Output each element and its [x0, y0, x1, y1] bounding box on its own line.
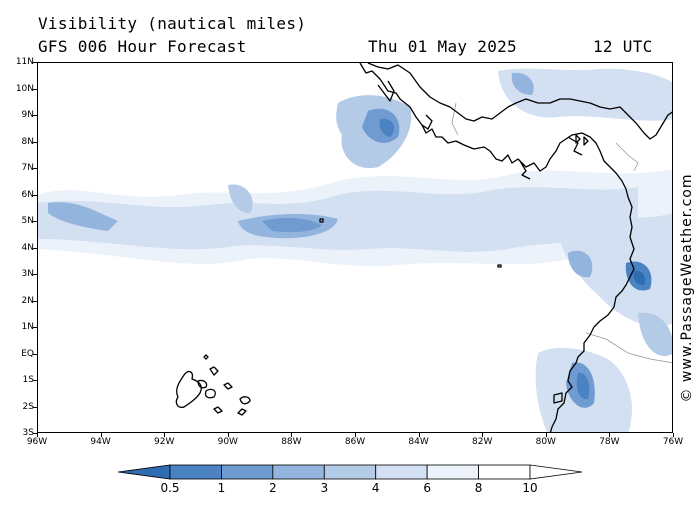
longitude-tick	[228, 433, 229, 437]
vis-band-mid	[38, 187, 638, 252]
latitude-label: 3S	[22, 428, 34, 438]
latitude-label: 9N	[21, 110, 34, 120]
colorbar-label: 1	[217, 481, 226, 495]
latitude-tick	[33, 248, 37, 249]
latitude-tick	[33, 168, 37, 169]
colorbar-label: 8	[474, 481, 483, 495]
forecast-time-utc: 12 UTC	[593, 37, 653, 56]
latitude-label: 2N	[21, 295, 34, 306]
colorbar-label: 2	[269, 481, 277, 495]
longitude-label: 80W	[535, 437, 556, 447]
longitude-tick	[673, 433, 674, 437]
longitude-tick	[37, 433, 38, 437]
latitude-label: 7N	[21, 163, 34, 173]
colorbar-segment	[426, 464, 479, 480]
vis-patch	[568, 250, 593, 278]
latitude-label: 4N	[21, 242, 34, 253]
latitude-label: 2S	[22, 401, 34, 412]
vis-patch	[558, 213, 672, 327]
longitude-label: 94W	[90, 437, 111, 447]
longitude-tick	[164, 433, 165, 437]
colorbar-label: 6	[423, 481, 431, 495]
visibility-colorbar	[118, 464, 582, 480]
forecast-date: Thu 01 May 2025	[368, 37, 517, 56]
coastlines	[175, 63, 672, 432]
longitude-label: 92W	[154, 437, 175, 447]
latitude-tick	[33, 62, 37, 63]
latitude-tick	[33, 89, 37, 90]
vis-patch	[48, 202, 118, 231]
latitude-tick	[33, 407, 37, 408]
watermark-text: © www.PassageWeather.com	[679, 173, 695, 403]
colorbar-segment	[375, 464, 428, 480]
colorbar-label: 3	[320, 481, 329, 495]
latitude-label: 1S	[22, 375, 34, 385]
colorbar-segment	[272, 464, 325, 480]
longitude-tick	[609, 433, 610, 437]
latitude-label: 10N	[15, 83, 34, 94]
longitude-label: 82W	[472, 437, 493, 447]
vis-patch	[379, 118, 395, 137]
longitude-tick	[355, 433, 356, 437]
vis-patch	[638, 312, 672, 356]
latitude-label: 11N	[15, 57, 34, 67]
longitude-label: 76W	[662, 437, 684, 447]
latitude-label: 8N	[21, 136, 34, 147]
map-title: Visibility (nautical miles)	[38, 14, 307, 33]
watermark: © www.PassageWeather.com	[676, 148, 698, 428]
longitude-label: 84W	[408, 437, 429, 447]
visibility-shading	[38, 68, 672, 432]
colorbar-arrow-low	[118, 464, 171, 480]
map-canvas	[38, 63, 672, 432]
latitude-tick	[33, 274, 37, 275]
longitude-tick	[482, 433, 483, 437]
latitude-label: 6N	[21, 189, 34, 200]
latitude-label: 1N	[21, 322, 34, 332]
latitude-label: 5N	[21, 216, 34, 226]
colorbar-segment	[323, 464, 377, 480]
vis-patch	[498, 68, 672, 121]
latitude-label: 3N	[21, 269, 34, 279]
longitude-label: 88W	[281, 437, 302, 447]
longitude-tick	[101, 433, 102, 437]
vis-patch	[262, 218, 322, 233]
latitude-tick	[33, 221, 37, 222]
latitude-tick	[33, 327, 37, 328]
latitude-tick	[33, 354, 37, 355]
colorbar-label: 10	[522, 481, 538, 495]
longitude-tick	[419, 433, 420, 437]
latitude-tick	[33, 433, 37, 434]
vis-patch	[633, 270, 646, 285]
latitude-tick	[33, 195, 37, 196]
colorbar-segment	[169, 464, 222, 480]
latitude-tick	[33, 301, 37, 302]
colorbar-segment	[221, 464, 274, 480]
latitude-tick	[33, 142, 37, 143]
latitude-tick	[33, 380, 37, 381]
forecast-model-label: GFS 006 Hour Forecast	[38, 37, 247, 56]
latitude-tick	[33, 115, 37, 116]
longitude-label: 78W	[599, 437, 620, 447]
vis-patch	[228, 184, 253, 213]
longitude-label: 96W	[26, 437, 48, 447]
longitude-tick	[546, 433, 547, 437]
colorbar-segment	[478, 464, 531, 480]
vis-patch	[576, 372, 590, 400]
country-borders	[451, 102, 672, 364]
colorbar-label: 0.5	[160, 481, 180, 495]
longitude-label: 86W	[344, 437, 366, 447]
vis-patch	[511, 72, 534, 95]
visibility-map	[37, 62, 673, 433]
longitude-label: 90W	[217, 437, 238, 447]
latitude-label: EQ	[21, 348, 34, 359]
colorbar-label: 4	[371, 481, 380, 495]
colorbar-arrow-high	[529, 464, 582, 480]
longitude-tick	[291, 433, 292, 437]
